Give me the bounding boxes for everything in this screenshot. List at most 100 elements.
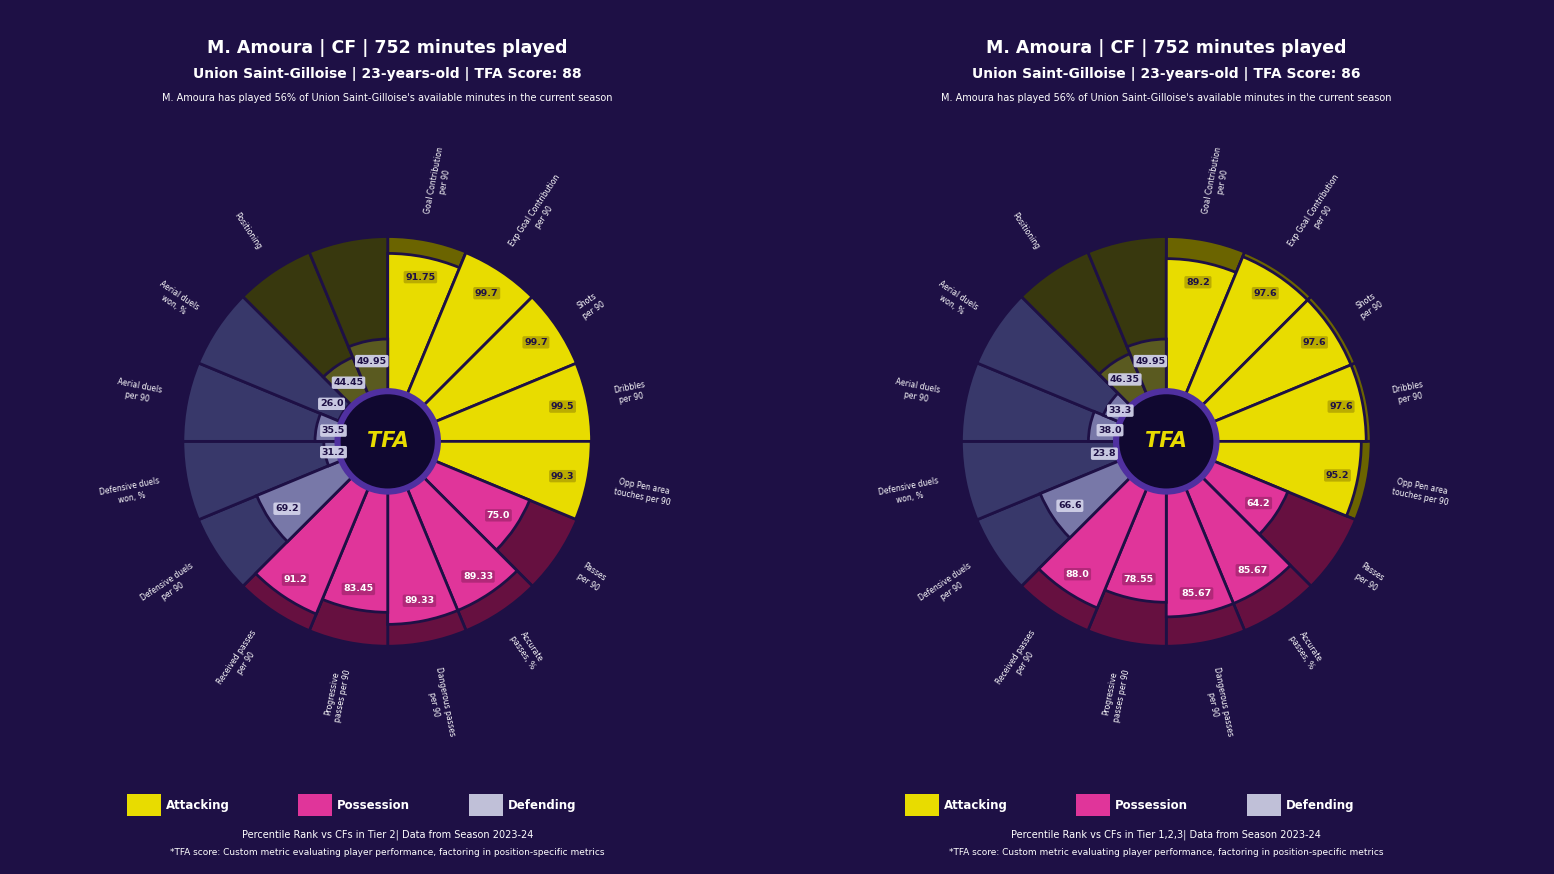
Wedge shape: [1038, 441, 1166, 608]
Wedge shape: [1088, 412, 1166, 441]
Text: Aerial duels
won, %: Aerial duels won, %: [152, 280, 200, 321]
Wedge shape: [1166, 259, 1235, 441]
Text: Positioning: Positioning: [232, 212, 263, 252]
Text: Possession: Possession: [337, 800, 409, 812]
Text: Dribbles
per 90: Dribbles per 90: [1391, 380, 1427, 406]
Text: TFA: TFA: [367, 432, 409, 451]
Wedge shape: [1166, 257, 1307, 441]
Wedge shape: [1166, 441, 1290, 604]
Circle shape: [340, 394, 435, 489]
Text: Shots
per 90: Shots per 90: [1354, 290, 1385, 321]
Text: Defending: Defending: [1285, 800, 1355, 812]
Text: Goal Contribution
per 90: Goal Contribution per 90: [423, 146, 455, 216]
Text: Opp Pen area
touches per 90: Opp Pen area touches per 90: [612, 476, 673, 508]
Text: 46.35: 46.35: [1110, 375, 1141, 384]
Wedge shape: [388, 441, 591, 519]
Text: Shots
per 90: Shots per 90: [575, 290, 606, 321]
Text: Exp Goal Contribution
per 90: Exp Goal Contribution per 90: [508, 173, 572, 254]
Text: 69.2: 69.2: [275, 504, 298, 513]
Text: Received passes
per 90: Received passes per 90: [216, 628, 267, 692]
Wedge shape: [1117, 441, 1166, 460]
Text: Passes
per 90: Passes per 90: [575, 562, 608, 593]
Text: 97.6: 97.6: [1254, 288, 1277, 298]
Wedge shape: [348, 339, 388, 441]
Text: 49.95: 49.95: [357, 357, 387, 365]
Wedge shape: [255, 441, 388, 614]
Wedge shape: [388, 441, 458, 624]
Wedge shape: [1166, 237, 1245, 441]
Wedge shape: [388, 441, 592, 520]
Wedge shape: [183, 441, 388, 520]
Text: 89.33: 89.33: [404, 596, 435, 606]
Text: 97.6: 97.6: [1329, 402, 1354, 411]
Wedge shape: [388, 253, 460, 441]
Text: M. Amoura has played 56% of Union Saint-Gilloise's available minutes in the curr: M. Amoura has played 56% of Union Saint-…: [942, 93, 1391, 103]
Text: 26.0: 26.0: [320, 399, 343, 408]
Text: 64.2: 64.2: [1246, 498, 1271, 508]
Text: 85.67: 85.67: [1181, 589, 1212, 598]
Text: Received passes
per 90: Received passes per 90: [995, 628, 1046, 692]
Wedge shape: [388, 237, 466, 441]
Text: Positioning: Positioning: [1010, 212, 1041, 252]
Wedge shape: [1166, 300, 1350, 441]
Text: 78.55: 78.55: [1124, 574, 1155, 584]
Wedge shape: [1166, 441, 1361, 516]
Text: 31.2: 31.2: [322, 447, 345, 456]
Wedge shape: [315, 413, 388, 441]
Text: Aerial duels
per 90: Aerial duels per 90: [115, 378, 163, 406]
Text: Dangerous passes
per 90: Dangerous passes per 90: [423, 667, 457, 739]
Text: Progressive
passes per 90: Progressive passes per 90: [322, 667, 353, 723]
Wedge shape: [309, 237, 388, 441]
Wedge shape: [1166, 364, 1366, 441]
Wedge shape: [388, 363, 592, 441]
Circle shape: [1119, 394, 1214, 489]
Text: Union Saint-Gilloise | 23-years-old | TFA Score: 86: Union Saint-Gilloise | 23-years-old | TF…: [971, 67, 1360, 81]
Text: 89.2: 89.2: [1186, 278, 1211, 287]
Wedge shape: [1166, 252, 1312, 441]
Text: 99.3: 99.3: [550, 472, 575, 481]
Text: Attacking: Attacking: [165, 800, 230, 812]
Text: Defensive duels
per 90: Defensive duels per 90: [138, 562, 200, 613]
Wedge shape: [962, 441, 1166, 520]
Text: TFA: TFA: [1145, 432, 1187, 451]
Wedge shape: [309, 441, 388, 646]
Wedge shape: [242, 252, 388, 441]
Text: *TFA score: Custom metric evaluating player performance, factoring in position-s: *TFA score: Custom metric evaluating pla…: [171, 848, 605, 857]
Text: Union Saint-Gilloise | 23-years-old | TFA Score: 88: Union Saint-Gilloise | 23-years-old | TF…: [193, 67, 583, 81]
Wedge shape: [388, 364, 592, 441]
Text: M. Amoura | CF | 752 minutes played: M. Amoura | CF | 752 minutes played: [987, 39, 1346, 57]
Text: Dangerous passes
per 90: Dangerous passes per 90: [1201, 667, 1235, 739]
Text: Defensive duels
per 90: Defensive duels per 90: [917, 562, 979, 613]
Wedge shape: [977, 441, 1166, 586]
Text: *TFA score: Custom metric evaluating player performance, factoring in position-s: *TFA score: Custom metric evaluating pla…: [949, 848, 1383, 857]
Text: 49.95: 49.95: [1136, 357, 1166, 365]
Text: M. Amoura | CF | 752 minutes played: M. Amoura | CF | 752 minutes played: [208, 39, 567, 57]
Wedge shape: [1166, 441, 1245, 646]
Wedge shape: [1166, 441, 1371, 520]
Text: Aerial duels
won, %: Aerial duels won, %: [931, 280, 979, 321]
Text: 99.7: 99.7: [524, 338, 547, 347]
Text: 91.2: 91.2: [283, 575, 308, 584]
Wedge shape: [1166, 441, 1234, 617]
Wedge shape: [339, 404, 388, 441]
Text: 33.3: 33.3: [1108, 406, 1131, 415]
Wedge shape: [1166, 296, 1355, 441]
Wedge shape: [388, 441, 577, 586]
Text: Exp Goal Contribution
per 90: Exp Goal Contribution per 90: [1287, 173, 1350, 254]
Text: 91.75: 91.75: [406, 273, 435, 281]
Wedge shape: [388, 253, 531, 441]
Wedge shape: [1088, 237, 1166, 441]
Wedge shape: [962, 363, 1166, 441]
Text: Attacking: Attacking: [943, 800, 1009, 812]
Wedge shape: [388, 441, 533, 631]
Text: 38.0: 38.0: [1099, 426, 1122, 434]
Text: Goal Contribution
per 90: Goal Contribution per 90: [1201, 146, 1234, 216]
Text: 88.0: 88.0: [1066, 570, 1089, 579]
Text: 35.5: 35.5: [322, 427, 345, 435]
Circle shape: [1113, 388, 1220, 495]
Wedge shape: [977, 296, 1166, 441]
Wedge shape: [388, 441, 517, 610]
Text: 99.7: 99.7: [476, 288, 499, 298]
Text: 44.45: 44.45: [334, 378, 364, 387]
Text: 66.6: 66.6: [1058, 502, 1082, 510]
